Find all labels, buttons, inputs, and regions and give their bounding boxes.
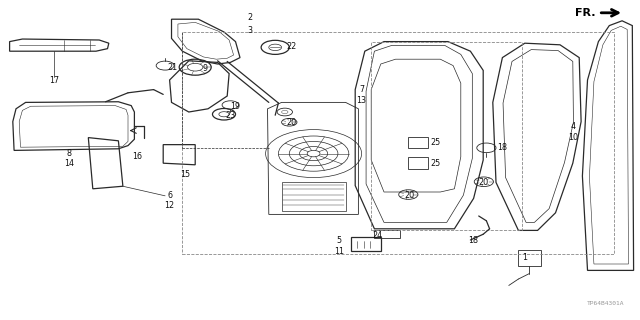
Text: FR.: FR. [575, 8, 595, 18]
Text: 14: 14 [64, 159, 74, 168]
Text: 15: 15 [180, 170, 191, 179]
Text: 3: 3 [247, 26, 252, 35]
Text: 20: 20 [404, 191, 415, 200]
Text: 20: 20 [286, 118, 296, 127]
Text: 25: 25 [430, 159, 440, 168]
Text: 25: 25 [430, 138, 440, 147]
Text: 24: 24 [372, 231, 383, 240]
Text: 20: 20 [478, 178, 488, 187]
Text: 2: 2 [247, 13, 252, 22]
Text: 7: 7 [359, 85, 364, 94]
Text: 11: 11 [334, 247, 344, 256]
Text: 13: 13 [356, 96, 367, 105]
Text: 17: 17 [49, 76, 60, 84]
Text: 9: 9 [202, 64, 207, 73]
Text: 4: 4 [570, 122, 575, 131]
Text: 16: 16 [132, 152, 143, 161]
Text: 1: 1 [522, 253, 527, 262]
Text: 10: 10 [568, 133, 578, 142]
Text: 21: 21 [168, 63, 178, 72]
Text: 5: 5 [337, 236, 342, 245]
Text: 8: 8 [67, 149, 72, 158]
Text: 22: 22 [286, 42, 296, 51]
Text: 18: 18 [497, 143, 508, 152]
Text: 12: 12 [164, 201, 175, 210]
Text: 18: 18 [468, 236, 479, 245]
Text: 6: 6 [167, 191, 172, 200]
Text: TP64B4301A: TP64B4301A [586, 300, 624, 306]
Text: 19: 19 [230, 102, 241, 111]
Text: 23: 23 [225, 111, 236, 120]
